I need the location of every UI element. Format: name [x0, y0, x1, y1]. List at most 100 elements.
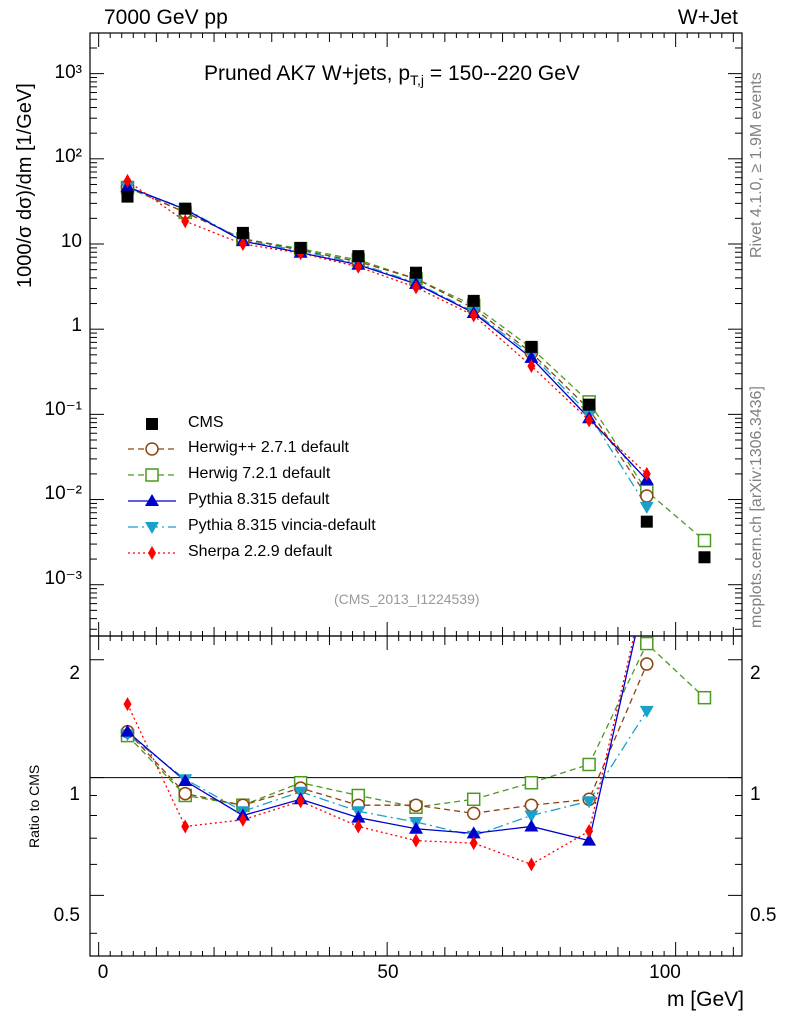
ratio-point-pythia-8-315-default [582, 833, 597, 846]
ratio-point-herwig-7-2-1-default [524, 775, 539, 790]
data-point-sherpa-2-2-9-default [469, 308, 478, 323]
legend-marker [145, 442, 159, 456]
axis-ticks [90, 32, 742, 956]
series-markers [120, 173, 712, 872]
ratio-line-sherpa-2-2-9-default [126, 636, 635, 866]
rivet-credit: Rivet 4.1.0, ≥ 1.9M events [748, 72, 765, 258]
data-point-sherpa-2-2-9-default [123, 173, 132, 188]
ratio-ytick-label: 2 [69, 663, 80, 684]
main-y-axis-label: 1000/σ dσ)/dm [1/GeV] [14, 83, 36, 288]
ratio-point-herwig-7-2-1-default [697, 690, 712, 705]
ratio-point-sherpa-2-2-9-default [469, 836, 478, 851]
ratio-point-pythia-8-315-default [351, 810, 366, 823]
ratio-point-pythia-8-315-default [524, 819, 539, 832]
data-point-pythia-8-315-vincia-default [639, 501, 654, 514]
data-point-cms [467, 294, 480, 307]
data-point-cms [640, 515, 653, 528]
ratio-y-axis-label: Ratio to CMS [26, 764, 42, 848]
ratio-point-pythia-8-315-default [409, 821, 423, 834]
data-point-sherpa-2-2-9-default [412, 280, 420, 295]
ytick-label: 1 [71, 315, 82, 336]
ratio-point-herwig-2-7-1-default [178, 786, 192, 801]
legend-label: Pythia 8.315 vincia-default [188, 517, 376, 534]
ratio-point-herwig-7-2-1-default [466, 792, 481, 807]
ratio-ytick-label-right: 2 [750, 663, 761, 684]
data-point-cms [236, 226, 249, 239]
ratio-plot-frame [89, 635, 743, 957]
data-point-cms [352, 250, 365, 263]
data-point-cms [179, 202, 192, 215]
data-point-cms [410, 266, 422, 279]
legend-marker [146, 418, 158, 430]
data-point-cms [698, 551, 711, 564]
ytick-label: 10⁻¹ [44, 399, 83, 420]
data-point-cms [525, 340, 538, 353]
series-lines [126, 180, 705, 866]
series-line-sherpa-2-2-9-default [127, 180, 648, 475]
ratio-line-pythia-8-315-default [127, 636, 636, 842]
xtick-label: 50 [377, 962, 399, 983]
ratio-point-herwig-7-2-1-default [640, 636, 654, 651]
ratio-point-sherpa-2-2-9-default [585, 824, 594, 839]
ytick-label: 10 [60, 231, 82, 252]
x-axis-label: m [GeV] [666, 988, 744, 1011]
analysis-tag: (CMS_2013_I1224539) [334, 591, 480, 607]
legend-label: Herwig 7.2.1 default [188, 465, 331, 482]
ratio-point-herwig-7-2-1-default [582, 757, 596, 772]
ratio-ytick-label-right: 1 [750, 784, 761, 805]
xtick-label: 100 [649, 962, 681, 983]
mcplots-credit: mcplots.cern.ch [arXiv:1306.3436] [748, 386, 765, 628]
ratio-point-sherpa-2-2-9-default [181, 819, 190, 834]
legend-label: Sherpa 2.2.9 default [188, 543, 333, 560]
series-line-pythia-8-315-vincia-default [127, 186, 648, 508]
ratio-point-pythia-8-315-default [178, 773, 193, 786]
legend-marker [145, 494, 159, 506]
data-point-cms [294, 241, 307, 254]
ratio-point-sherpa-2-2-9-default [412, 833, 420, 848]
ratio-point-sherpa-2-2-9-default [527, 857, 536, 872]
ratio-point-herwig-2-7-1-default [524, 798, 539, 812]
ratio-line-pythia-8-315-vincia-default [127, 710, 648, 837]
ratio-point-pythia-8-315-vincia-default [524, 810, 539, 823]
legend-label: Pythia 8.315 default [188, 491, 330, 508]
ratio-line-herwig-7-2-1-default [127, 642, 705, 808]
ratio-line-herwig-2-7-1-default [127, 663, 648, 815]
ratio-point-pythia-8-315-default [466, 826, 481, 839]
data-point-sherpa-2-2-9-default [238, 236, 247, 251]
ratio-point-pythia-8-315-vincia-default [639, 705, 654, 718]
legend-label: Herwig++ 2.7.1 default [188, 439, 349, 456]
ratio-point-herwig-2-7-1-default [466, 806, 481, 821]
series-line-pythia-8-315-default [127, 186, 648, 481]
ratio-point-pythia-8-315-vincia-default [582, 796, 597, 809]
ratio-ytick-label: 0.5 [53, 905, 80, 926]
plot-title-subscript: T,j [410, 72, 425, 89]
legend-label: CMS [188, 414, 224, 431]
legend-symbols [128, 418, 176, 560]
plot-title-prefix: Pruned AK7 W+jets, p [204, 62, 411, 85]
ytick-label: 10⁻² [44, 483, 83, 504]
data-point-herwig-2-7-1-default [640, 489, 654, 503]
data-point-herwig-7-2-1-default [697, 533, 712, 548]
data-point-cms [121, 190, 134, 203]
ratio-point-pythia-8-315-default [120, 724, 135, 737]
ytick-label: 10⁻³ [44, 568, 83, 589]
ratio-ytick-label: 1 [69, 784, 80, 805]
legend-marker [145, 468, 159, 482]
ratio-point-herwig-2-7-1-default [640, 657, 654, 671]
energy-label: 7000 GeV pp [104, 6, 228, 29]
plot-title: Pruned AK7 W+jets, pT,j = 150--220 GeV [204, 62, 580, 88]
ytick-label: 10³ [54, 62, 82, 83]
ratio-point-sherpa-2-2-9-default [238, 812, 247, 827]
plot-title-suffix: = 150--220 GeV [424, 62, 580, 85]
ratio-ytick-label-right: 0.5 [750, 905, 777, 926]
data-point-sherpa-2-2-9-default [642, 466, 651, 481]
data-point-sherpa-2-2-9-default [527, 358, 536, 373]
ratio-point-herwig-2-7-1-default [409, 798, 423, 812]
ratio-point-sherpa-2-2-9-default [354, 819, 363, 834]
ytick-label: 10² [54, 146, 82, 167]
legend-marker [148, 546, 156, 560]
data-point-sherpa-2-2-9-default [585, 413, 594, 428]
xtick-label: 0 [97, 962, 109, 983]
ratio-point-sherpa-2-2-9-default [296, 794, 305, 809]
